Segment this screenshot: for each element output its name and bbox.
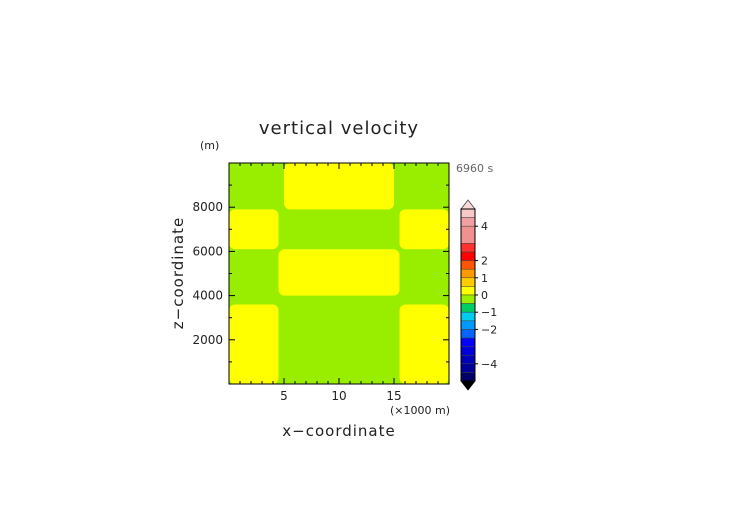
chart-title: vertical velocity xyxy=(259,118,419,139)
colorbar-swatch xyxy=(460,260,476,270)
colorbar-swatch xyxy=(460,268,476,279)
contour-field xyxy=(229,163,449,384)
colorbar-tick-label: 0 xyxy=(481,289,488,302)
colorbar-swatch xyxy=(460,337,476,347)
colorbar-swatch xyxy=(460,329,476,339)
y-tick-label: 4000 xyxy=(192,289,223,303)
colorbar: 4 2 1 0 −1 −2 −4 xyxy=(460,199,497,391)
x-unit-label: (×1000 m) xyxy=(390,404,450,417)
y-unit-label: (m) xyxy=(200,139,219,152)
field-region xyxy=(278,249,400,296)
colorbar-tick-label: 4 xyxy=(481,220,488,233)
field-region xyxy=(284,163,394,210)
y-tick-label: 2000 xyxy=(192,333,223,347)
time-label: 6960 s xyxy=(456,162,493,175)
colorbar-tick-label: 2 xyxy=(481,255,488,268)
colorbar-swatch xyxy=(460,251,476,261)
colorbar-swatch xyxy=(460,243,476,253)
colorbar-swatch xyxy=(460,311,476,322)
colorbar-swatch xyxy=(460,208,476,218)
colorbar-swatch xyxy=(460,354,476,365)
colorbar-swatch xyxy=(460,303,476,313)
x-tick-label: 10 xyxy=(331,389,346,403)
x-tick-label: 5 xyxy=(280,389,288,403)
colorbar-tick-label: −2 xyxy=(481,323,497,336)
field-region xyxy=(399,209,449,250)
colorbar-tick-label: −4 xyxy=(481,358,497,371)
y-tick-label: 8000 xyxy=(192,200,223,214)
colorbar-swatch xyxy=(460,277,476,287)
x-axis-label: x−coordinate xyxy=(282,422,395,440)
colorbar-swatch xyxy=(460,294,476,304)
colorbar-under-triangle xyxy=(460,380,476,391)
colorbar-swatch xyxy=(460,363,476,373)
axis-ticks: 5 10 15 2000 4000 6000 8000 xyxy=(192,163,449,403)
colorbar-swatch xyxy=(460,346,476,356)
colorbar-over-triangle xyxy=(460,199,476,210)
field-region xyxy=(229,304,279,384)
field-region xyxy=(229,209,279,250)
colorbar-tick-label: −1 xyxy=(481,306,497,319)
x-tick-label: 15 xyxy=(386,389,401,403)
colorbar-swatch xyxy=(460,217,476,227)
colorbar-swatch xyxy=(460,286,476,296)
y-axis-label: z−coordinate xyxy=(169,217,187,329)
colorbar-swatch xyxy=(460,225,476,244)
colorbar-swatch xyxy=(460,320,476,330)
field-region xyxy=(399,304,449,384)
colorbar-tick-label: 1 xyxy=(481,272,488,285)
colorbar-swatch xyxy=(460,372,476,382)
y-tick-label: 6000 xyxy=(192,244,223,258)
